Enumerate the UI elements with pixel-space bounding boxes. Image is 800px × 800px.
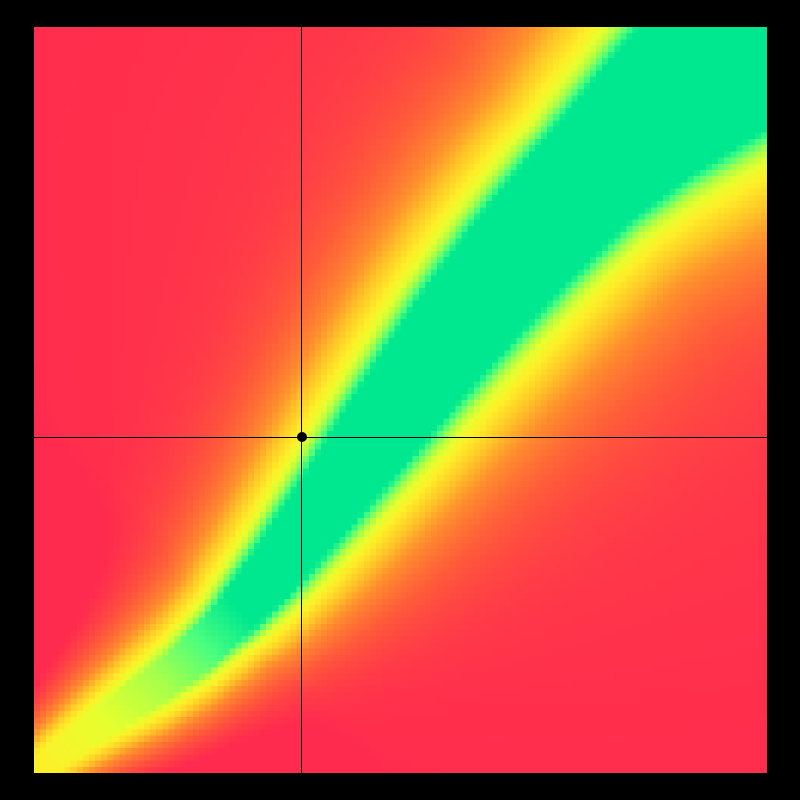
watermark-text: TheBottleneck.com	[573, 1, 767, 25]
crosshair-horizontal	[34, 437, 767, 438]
crosshair-marker	[297, 432, 307, 442]
heatmap-plot	[34, 27, 767, 773]
crosshair-vertical	[301, 27, 302, 773]
chart-container: TheBottleneck.com	[0, 0, 800, 800]
